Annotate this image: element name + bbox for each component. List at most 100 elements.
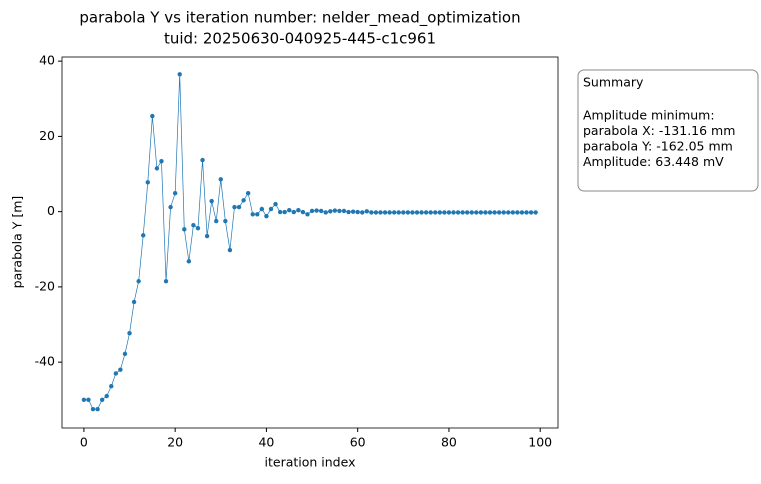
- point: [423, 210, 429, 215]
- point: [214, 218, 219, 224]
- point: [515, 210, 520, 215]
- point: [245, 191, 251, 196]
- point: [250, 212, 255, 217]
- point: [141, 233, 146, 238]
- x-tick-label: 80: [441, 435, 457, 450]
- summary-line: Amplitude minimum:: [583, 108, 715, 123]
- point: [464, 210, 470, 215]
- point: [90, 406, 96, 412]
- point: [159, 159, 164, 164]
- point: [99, 397, 105, 402]
- summary-line: parabola X: -131.16 mm: [583, 123, 735, 138]
- point: [487, 210, 493, 215]
- point: [264, 213, 269, 219]
- chart-subtitle: tuid: 20250630-040925-445-c1c961: [164, 30, 436, 48]
- point: [387, 210, 392, 215]
- point: [492, 210, 497, 215]
- point: [446, 210, 452, 215]
- point: [223, 218, 228, 224]
- point: [369, 210, 374, 215]
- point: [127, 330, 132, 336]
- point: [241, 198, 246, 203]
- point: [227, 247, 233, 253]
- point: [109, 384, 114, 389]
- point: [382, 210, 388, 215]
- point: [469, 210, 474, 215]
- point: [501, 210, 506, 215]
- point: [309, 208, 315, 214]
- point: [259, 206, 265, 212]
- point: [405, 210, 411, 215]
- point: [136, 279, 141, 284]
- point: [154, 166, 160, 171]
- point: [163, 279, 169, 284]
- point: [255, 212, 260, 217]
- summary-box: [577, 69, 759, 192]
- point: [81, 397, 87, 402]
- point: [506, 210, 511, 215]
- point: [282, 209, 287, 215]
- point: [510, 210, 516, 215]
- point: [328, 209, 333, 214]
- point: [182, 227, 187, 232]
- point: [168, 204, 173, 210]
- point: [131, 299, 137, 305]
- point: [300, 209, 306, 215]
- point: [460, 210, 465, 215]
- point: [268, 206, 274, 212]
- plot-area: [61, 56, 559, 429]
- point: [296, 207, 301, 213]
- point: [373, 210, 379, 215]
- y-tick-label: 0: [47, 203, 55, 218]
- point: [337, 208, 342, 214]
- point: [396, 210, 401, 215]
- point: [410, 210, 415, 215]
- point: [355, 209, 360, 215]
- chart-title: parabola Y vs iteration number: nelder_m…: [79, 9, 520, 28]
- point: [200, 157, 205, 163]
- point: [451, 210, 456, 215]
- point: [104, 393, 109, 399]
- point: [442, 210, 447, 215]
- point: [437, 210, 443, 215]
- series-line: [83, 74, 536, 410]
- point: [519, 210, 525, 215]
- point: [113, 371, 119, 376]
- y-axis-label: parabola Y [m]: [10, 196, 25, 289]
- x-tick-label: 40: [258, 435, 274, 450]
- point: [305, 212, 310, 217]
- y-tick-label: 20: [39, 128, 55, 143]
- point: [428, 210, 433, 215]
- x-tick-label: 100: [528, 435, 552, 450]
- point: [350, 209, 356, 214]
- point: [496, 210, 502, 215]
- point: [419, 210, 424, 215]
- point: [172, 191, 178, 196]
- point: [341, 208, 347, 214]
- point: [414, 210, 420, 215]
- point: [360, 210, 365, 215]
- summary-line: Amplitude: 63.448 mV: [583, 154, 724, 169]
- summary-line: parabola Y: -162.05 mm: [583, 139, 733, 154]
- point: [483, 210, 488, 215]
- point: [332, 208, 338, 213]
- point: [86, 397, 91, 402]
- point: [433, 210, 438, 215]
- point: [236, 204, 242, 210]
- point: [323, 210, 328, 215]
- point: [378, 210, 383, 215]
- summary-title: Summary: [583, 75, 644, 90]
- x-tick-label: 20: [167, 435, 183, 450]
- point: [95, 406, 100, 412]
- point: [528, 210, 534, 215]
- point: [204, 233, 210, 239]
- point: [474, 210, 479, 215]
- point: [191, 222, 196, 228]
- point: [195, 226, 201, 231]
- point: [273, 201, 278, 207]
- point: [314, 208, 319, 213]
- point: [318, 208, 324, 214]
- point: [232, 204, 237, 210]
- x-tick-label: 0: [80, 435, 88, 450]
- point: [291, 209, 297, 215]
